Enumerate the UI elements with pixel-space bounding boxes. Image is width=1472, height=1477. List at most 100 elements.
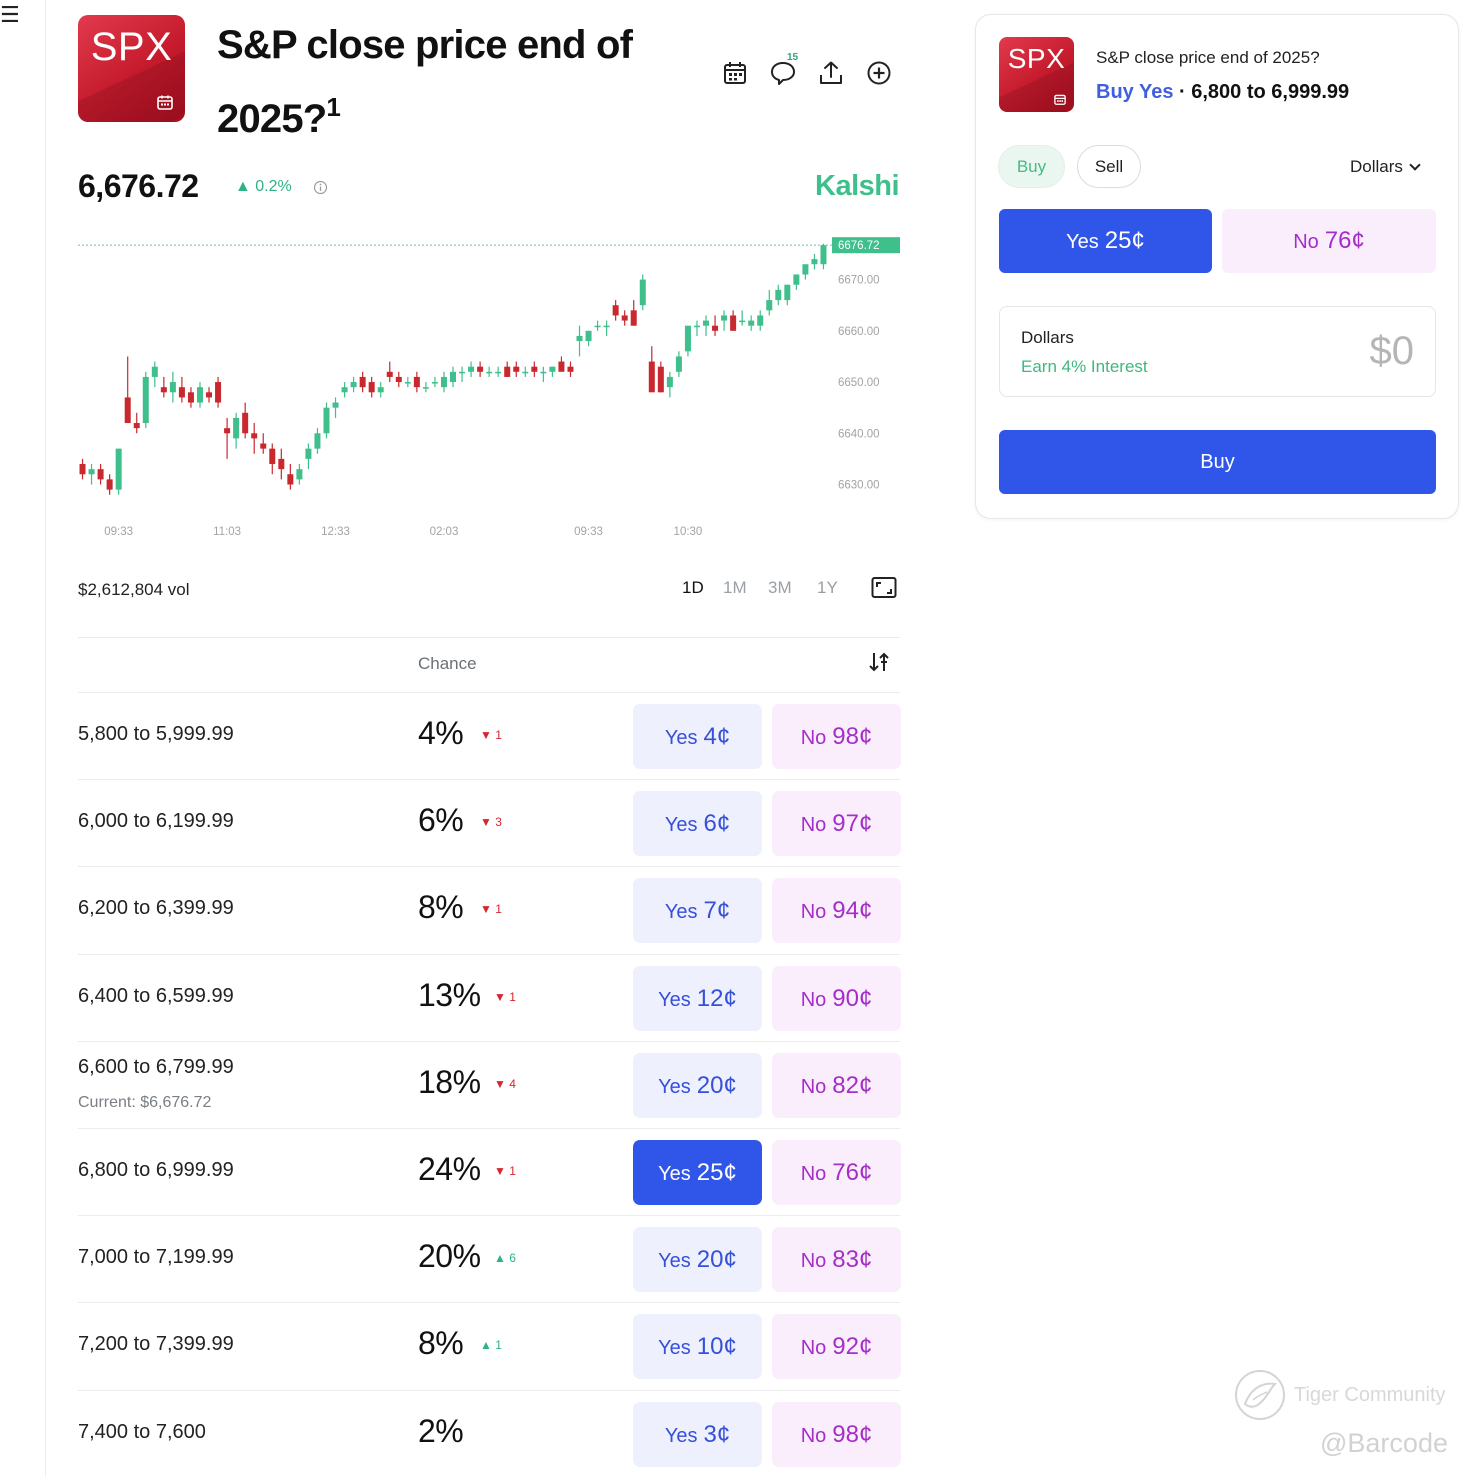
candle[interactable] bbox=[115, 448, 122, 495]
candle[interactable] bbox=[314, 428, 321, 454]
candle[interactable] bbox=[513, 361, 520, 377]
row-no-button[interactable]: No 98¢ bbox=[772, 1401, 901, 1467]
candle[interactable] bbox=[495, 366, 502, 377]
market-row[interactable]: 7,000 to 7,199.99 20% ▲ 6 Yes 20¢ No 83¢ bbox=[78, 1215, 901, 1302]
row-no-button[interactable]: No 82¢ bbox=[772, 1052, 901, 1118]
candle[interactable] bbox=[540, 366, 547, 383]
candle[interactable] bbox=[558, 356, 565, 372]
row-yes-button[interactable]: Yes 4¢ bbox=[633, 704, 762, 769]
calendar-icon[interactable] bbox=[720, 58, 750, 88]
amount-input[interactable] bbox=[999, 306, 1436, 397]
range-tab-1y[interactable]: 1Y bbox=[817, 578, 838, 597]
buy-submit-button[interactable]: Buy bbox=[999, 430, 1436, 494]
candle[interactable] bbox=[739, 310, 746, 326]
candle[interactable] bbox=[260, 433, 267, 454]
candle[interactable] bbox=[124, 356, 131, 424]
order-no-button[interactable]: No 76¢ bbox=[1222, 209, 1436, 273]
market-row[interactable]: 6,400 to 6,599.99 13% ▼ 1 Yes 12¢ No 90¢ bbox=[78, 953, 901, 1041]
candle[interactable] bbox=[178, 376, 185, 403]
add-icon[interactable] bbox=[864, 58, 894, 88]
candle[interactable] bbox=[793, 274, 800, 290]
candle[interactable] bbox=[142, 371, 149, 429]
candle[interactable] bbox=[603, 320, 610, 336]
row-no-button[interactable]: No 92¢ bbox=[772, 1314, 901, 1380]
candle[interactable] bbox=[206, 387, 213, 403]
candle[interactable] bbox=[450, 366, 456, 388]
sort-icon[interactable] bbox=[867, 650, 891, 674]
row-no-button[interactable]: No 90¢ bbox=[772, 965, 901, 1031]
candle[interactable] bbox=[657, 361, 664, 393]
candle[interactable] bbox=[404, 376, 411, 388]
row-yes-button[interactable]: Yes 10¢ bbox=[633, 1314, 762, 1380]
candle[interactable] bbox=[684, 325, 691, 357]
candle[interactable] bbox=[531, 361, 538, 377]
row-yes-button[interactable]: Yes 6¢ bbox=[633, 791, 762, 857]
candle[interactable] bbox=[323, 402, 330, 439]
candle[interactable] bbox=[721, 310, 728, 331]
candle[interactable] bbox=[278, 448, 285, 480]
candle[interactable] bbox=[413, 371, 420, 393]
candle[interactable] bbox=[88, 464, 95, 485]
row-yes-button[interactable]: Yes 7¢ bbox=[633, 878, 762, 944]
row-no-button[interactable]: No 83¢ bbox=[772, 1227, 901, 1293]
row-yes-button[interactable]: Yes 12¢ bbox=[633, 965, 762, 1031]
market-row[interactable]: 6,000 to 6,199.99 6% ▼ 3 Yes 6¢ No 97¢ bbox=[78, 779, 901, 866]
comment-icon[interactable] bbox=[768, 58, 798, 88]
row-yes-button[interactable]: Yes 25¢ bbox=[633, 1140, 762, 1205]
candle[interactable] bbox=[693, 320, 700, 336]
candle[interactable] bbox=[486, 366, 493, 377]
candle[interactable] bbox=[386, 361, 393, 383]
candle[interactable] bbox=[296, 464, 303, 485]
market-row[interactable]: 6,200 to 6,399.99 8% ▼ 1 Yes 7¢ No 94¢ bbox=[78, 866, 901, 953]
candle[interactable] bbox=[630, 300, 637, 326]
candle[interactable] bbox=[567, 361, 574, 377]
candle[interactable] bbox=[766, 289, 773, 316]
candle[interactable] bbox=[549, 366, 556, 377]
share-icon[interactable] bbox=[816, 58, 846, 88]
row-yes-button[interactable]: Yes 20¢ bbox=[633, 1052, 762, 1118]
candle[interactable] bbox=[594, 320, 601, 331]
candle[interactable] bbox=[431, 376, 438, 388]
candle[interactable] bbox=[106, 474, 113, 495]
candle[interactable] bbox=[504, 361, 511, 377]
menu-icon[interactable]: ☰ bbox=[0, 2, 20, 27]
amount-value[interactable]: $0 bbox=[1369, 329, 1415, 373]
row-yes-button[interactable]: Yes 20¢ bbox=[633, 1227, 762, 1293]
candle[interactable] bbox=[648, 346, 655, 393]
candle[interactable] bbox=[784, 284, 791, 306]
market-row[interactable]: 7,400 to 7,600 2% Yes 3¢ No 98¢ bbox=[78, 1389, 901, 1477]
candle[interactable] bbox=[224, 417, 231, 459]
range-tab-3m[interactable]: 3M bbox=[768, 578, 792, 597]
candle[interactable] bbox=[368, 376, 375, 398]
price-chart[interactable]: 6670.00 6660.00 6650.00 6640.00 6630.00 09:3… bbox=[78, 205, 900, 545]
candle[interactable] bbox=[585, 330, 592, 347]
candle[interactable] bbox=[612, 300, 619, 321]
candle[interactable] bbox=[97, 464, 104, 485]
row-no-button[interactable]: No 76¢ bbox=[772, 1140, 901, 1205]
candle[interactable] bbox=[269, 443, 276, 475]
candle[interactable] bbox=[422, 382, 429, 393]
row-no-button[interactable]: No 94¢ bbox=[772, 878, 901, 944]
candle[interactable] bbox=[440, 371, 447, 393]
row-no-button[interactable]: No 98¢ bbox=[772, 704, 901, 769]
candle[interactable] bbox=[151, 361, 158, 388]
market-row[interactable]: 5,800 to 5,999.99 4% ▼ 1 Yes 4¢ No 98¢ bbox=[78, 692, 901, 779]
market-row[interactable]: 6,600 to 6,799.99 Current: $6,676.72 18% ▼ … bbox=[78, 1040, 901, 1128]
candle[interactable] bbox=[621, 310, 628, 326]
candle[interactable] bbox=[169, 371, 176, 403]
order-yes-button[interactable]: Yes 25¢ bbox=[999, 209, 1212, 273]
candle[interactable] bbox=[757, 310, 764, 331]
candle[interactable] bbox=[251, 423, 258, 454]
range-tab-1d[interactable]: 1D bbox=[682, 578, 704, 597]
candle[interactable] bbox=[748, 315, 755, 331]
candle[interactable] bbox=[775, 284, 782, 306]
candle[interactable] bbox=[477, 361, 484, 377]
candle[interactable] bbox=[468, 361, 475, 377]
row-no-button[interactable]: No 97¢ bbox=[772, 791, 901, 857]
candle[interactable] bbox=[703, 315, 710, 336]
currency-select[interactable]: Dollars bbox=[1350, 157, 1421, 177]
candle[interactable] bbox=[802, 264, 809, 280]
candle[interactable] bbox=[196, 382, 203, 408]
candle[interactable] bbox=[215, 376, 222, 408]
info-icon[interactable] bbox=[313, 180, 328, 195]
